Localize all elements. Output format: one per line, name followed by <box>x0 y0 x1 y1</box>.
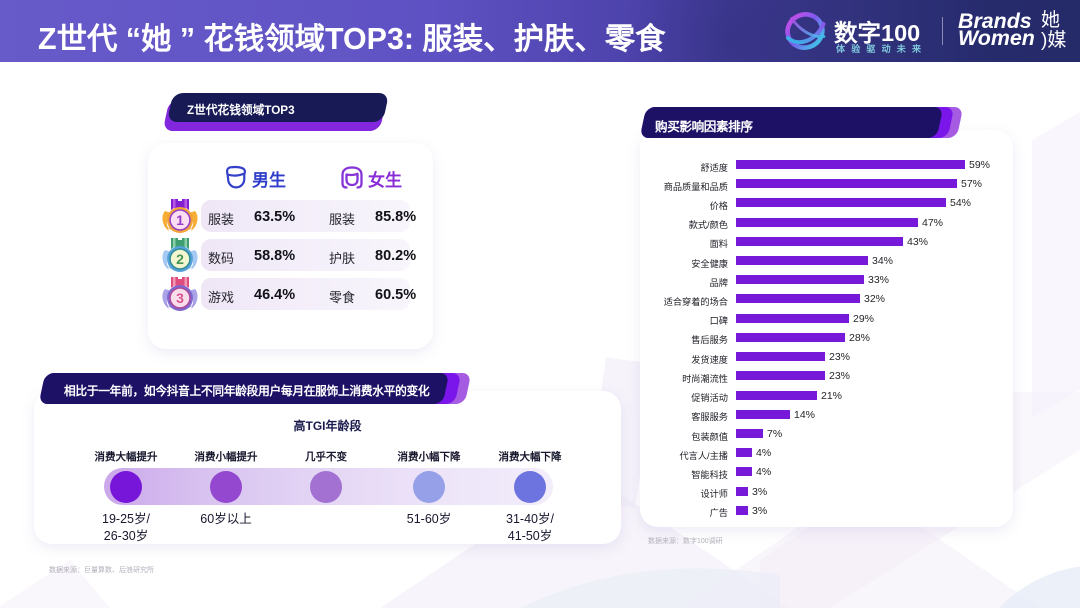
svg-text:3: 3 <box>176 290 184 306</box>
svg-text:1: 1 <box>176 212 184 228</box>
svg-text:2: 2 <box>176 251 184 267</box>
